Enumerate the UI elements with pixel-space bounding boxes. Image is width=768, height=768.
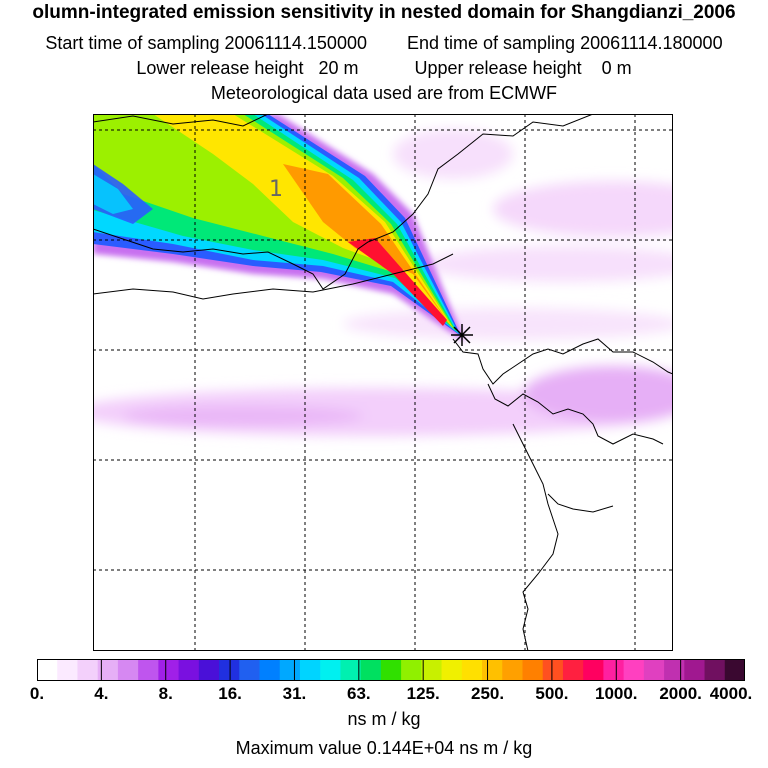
release-heights: Lower release height 20 m Upper release h…	[0, 58, 768, 79]
sampling-times: Start time of sampling 20061114.150000 En…	[0, 33, 768, 54]
upper-release-label: Upper release height	[414, 58, 582, 78]
colorbar-swatch	[684, 659, 706, 681]
colorbar-swatch	[37, 659, 58, 681]
colorbar-tick-label: 8.	[158, 684, 173, 703]
colorbar-tick-label: 2000.	[659, 684, 702, 703]
colorbar-swatch	[340, 659, 362, 681]
units-label: ns m / kg	[347, 709, 421, 729]
colorbar-swatch	[664, 659, 685, 681]
end-time: End time of sampling 20061114.180000	[407, 33, 723, 54]
colorbar-swatch	[603, 659, 625, 681]
receptor-star-icon	[451, 324, 473, 346]
colorbar-swatch	[724, 659, 745, 681]
colorbar-swatch	[219, 659, 240, 681]
colorbar-tick-label: 500.	[535, 684, 569, 703]
colorbar-swatch	[158, 659, 180, 681]
colorbar-swatch	[117, 659, 139, 681]
colorbar-tick-label: 63.	[346, 684, 371, 703]
upper-release-height: Upper release height 0 m	[415, 58, 632, 79]
colorbar-swatch	[542, 659, 564, 681]
colorbar-swatch	[198, 659, 220, 681]
lower-release-height: Lower release height 20 m	[136, 58, 358, 79]
colorbar-tick-label: 1000.	[594, 684, 638, 703]
lat-lon-grid	[93, 114, 673, 651]
colorbar-tick-label: 0.	[29, 684, 45, 703]
background-sensitivity	[93, 129, 673, 436]
lower-release-value: 20 m	[318, 58, 359, 78]
end-time-value: 20061114.180000	[580, 33, 723, 53]
colorbar-swatch	[77, 659, 99, 681]
colorbar-swatch	[239, 659, 261, 681]
plume-label: 1	[269, 177, 283, 202]
colorbar-swatch	[178, 659, 200, 681]
colorbar-swatch	[97, 659, 119, 681]
coastlines	[93, 114, 673, 651]
maximum-value: Maximum value 0.144E+04 ns m / kg	[235, 738, 533, 758]
colorbar-swatch	[441, 659, 463, 681]
colorbar-swatch	[522, 659, 544, 681]
colorbar-swatch	[623, 659, 645, 681]
colorbar-swatch	[562, 659, 584, 681]
colorbar-swatch	[138, 659, 159, 681]
start-time-value: 20061114.150000	[224, 33, 367, 53]
colorbar-swatch	[279, 659, 301, 681]
sensitivity-map: 1	[93, 114, 673, 651]
colorbar-tick-label: 125.	[406, 684, 440, 703]
lower-release-label: Lower release height	[136, 58, 304, 78]
colorbar	[37, 659, 745, 681]
start-time: Start time of sampling 20061114.150000	[45, 33, 367, 54]
colorbar-swatch	[502, 659, 523, 681]
met-data-line: Meteorological data used are from ECMWF	[210, 83, 558, 103]
colorbar-frame	[37, 659, 745, 681]
colorbar-swatch	[643, 659, 665, 681]
colorbar-tick-label: 4.	[94, 684, 109, 703]
colorbar-swatch	[401, 659, 422, 681]
map-title: olumn-integrated emission sensitivity in…	[32, 2, 736, 23]
colorbar-swatch	[57, 659, 78, 681]
colorbar-swatch	[421, 659, 443, 681]
colorbar-tick-label: 31.	[282, 684, 307, 703]
colorbar-tick-label: 4000.	[709, 684, 753, 703]
colorbar-swatch	[583, 659, 604, 681]
colorbar-swatch	[482, 659, 503, 681]
colorbar-swatch	[461, 659, 483, 681]
map-frame	[93, 114, 673, 651]
colorbar-swatch	[380, 659, 402, 681]
colorbar-swatch	[259, 659, 281, 681]
colorbar-swatch	[299, 659, 321, 681]
upper-release-value: 0 m	[601, 58, 632, 78]
colorbar-tick-label: 250.	[470, 684, 505, 703]
colorbar-swatch	[360, 659, 382, 681]
start-time-label: Start time of sampling	[45, 33, 220, 53]
colorbar-tick-label: 16.	[218, 684, 242, 703]
end-time-label: End time of sampling	[406, 33, 576, 53]
colorbar-swatch	[320, 659, 341, 681]
colorbar-swatch	[704, 659, 726, 681]
